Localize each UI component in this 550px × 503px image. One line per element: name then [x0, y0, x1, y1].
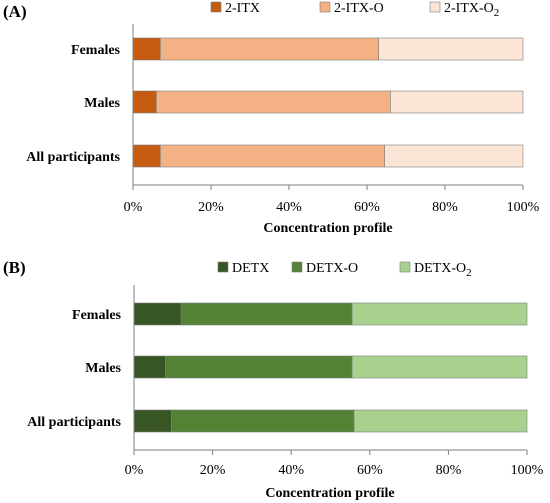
panel-b-x-axis-label: Concentration profile	[265, 486, 394, 501]
panel-a-bar-females-2-itx	[132, 37, 161, 61]
panel-a-category-label: Males	[84, 96, 120, 111]
panel-a-bar-all-participants-2-itx	[132, 144, 161, 168]
panel-a-legend-label-2-itx-o: 2-ITX-O	[334, 1, 384, 16]
panel-b-legend-label-detx: DETX	[232, 261, 269, 276]
panel-b-x-tick-label: 40%	[278, 463, 304, 478]
panel-a-x-tick-label: 0%	[124, 200, 143, 215]
panel-b-x-tick-label: 0%	[125, 463, 144, 478]
panel-a-legend-label-2-itx: 2-ITX	[225, 1, 260, 16]
panel-a-x-tick-label: 40%	[276, 200, 302, 215]
panel-a-legend-swatch-2-itx-o2	[429, 1, 441, 13]
panel-b-legend-label-detx-o2: DETX-O2	[414, 261, 472, 279]
panel-a-bar-males-2-itx-o	[156, 90, 391, 114]
panel-a-x-axis-label: Concentration profile	[263, 221, 392, 236]
panel-a-legend-label-2-itx-o2: 2-ITX-O2	[444, 1, 499, 19]
panel-a-legend: 2-ITX 2-ITX-O 2-ITX-O2	[210, 1, 499, 19]
panel-b-x-tick-label: 20%	[200, 463, 226, 478]
panel-a-bar-females-2-itx-o	[160, 37, 379, 61]
panel-b-legend-swatch-detx-o	[291, 261, 303, 273]
panel-a-bar-males-2-itx	[132, 90, 157, 114]
panel-b-bar-all-participants-detx	[133, 409, 172, 433]
panel-a-x-tick-label: 20%	[198, 200, 224, 215]
panel-a-plot: Females Males All participants 0% 20% 40% 60% 8…	[26, 24, 540, 215]
panel-b-category-label: Males	[85, 361, 121, 376]
panel-b-legend-swatch-detx	[217, 261, 229, 273]
panel-b-bar-females-detx-o2	[351, 302, 528, 326]
panel-a-legend-swatch-2-itx	[210, 1, 222, 13]
panel-a-legend-swatch-2-itx-o	[319, 1, 331, 13]
panel-b-bar-all-participants-detx-o2	[353, 409, 528, 433]
panel-b-bar-males-detx	[133, 355, 166, 379]
panel-b-legend: DETX DETX-O DETX-O2	[217, 261, 472, 279]
panel-a-bar-all-participants-2-itx-o2	[384, 144, 524, 168]
panel-a-x-tick-label: 60%	[354, 200, 380, 215]
panel-b-bar-females-detx	[133, 302, 182, 326]
panel-b-legend-label-detx-o: DETX-O	[306, 261, 358, 276]
panel-b-bar-females-detx-o	[180, 302, 353, 326]
panel-a-category-label: Females	[71, 43, 121, 58]
panel-b-bar-males-detx-o	[165, 355, 353, 379]
panel-a-bar-males-2-itx-o2	[390, 90, 524, 114]
panel-a-x-tick-label: 80%	[432, 200, 458, 215]
panel-b-category-label: All participants	[27, 415, 121, 430]
panel-b-x-tick-label: 60%	[357, 463, 383, 478]
panel-b-label: (B)	[3, 258, 26, 277]
panel-a-bar-all-participants-2-itx-o	[160, 144, 385, 168]
panel-b-category-label: Females	[72, 308, 122, 323]
panel-b-x-tick-label: 100%	[511, 463, 544, 478]
panel-b-plot: Females Males All participants 0% 20% 40% 60% 8…	[27, 285, 544, 478]
panel-b-bar-males-detx-o2	[351, 355, 528, 379]
panel-a: (A) 2-ITX 2-ITX-O 2-ITX-O2 Females Males All…	[3, 1, 540, 236]
panel-b-bar-all-participants-detx-o	[171, 409, 355, 433]
panel-b: (B) DETX DETX-O DETX-O2 Females Males All pa…	[3, 258, 544, 501]
panel-b-x-tick-label: 80%	[436, 463, 462, 478]
panel-a-category-label: All participants	[26, 150, 120, 165]
panel-a-label: (A)	[3, 2, 27, 21]
panel-a-bar-females-2-itx-o2	[378, 37, 524, 61]
panel-a-x-tick-label: 100%	[507, 200, 540, 215]
panel-b-legend-swatch-detx-o2	[399, 261, 411, 273]
